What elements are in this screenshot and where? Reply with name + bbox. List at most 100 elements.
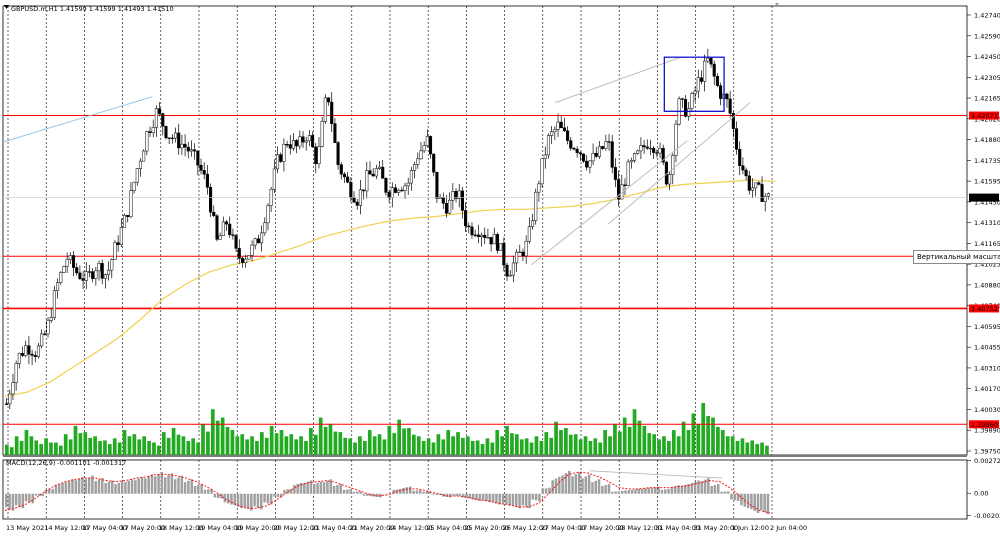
- macd-histogram-bar: [614, 491, 617, 494]
- macd-histogram-bar: [21, 493, 25, 509]
- macd-histogram-bar: [664, 489, 667, 494]
- scroll-marker-icon: [775, 3, 779, 6]
- volume-bar: [701, 403, 706, 455]
- macd-histogram-bar: [491, 493, 495, 503]
- trend-line-blue: [2, 96, 153, 143]
- macd-histogram-bar: [634, 489, 637, 494]
- candle-body: [518, 251, 522, 254]
- candle-body: [527, 226, 531, 242]
- volume-bar: [264, 437, 269, 455]
- volume-bar: [730, 436, 735, 455]
- volume-bar: [260, 432, 264, 455]
- candle-body: [209, 187, 213, 213]
- macd-histogram-bar: [660, 489, 664, 494]
- level-price-label: 1.42071: [971, 112, 998, 120]
- macd-histogram-bar: [627, 490, 631, 494]
- volume-bar: [671, 430, 676, 455]
- volume-bar: [152, 442, 156, 455]
- time-axis-label: 27 May 04:00: [541, 524, 586, 532]
- volume-bar: [750, 440, 755, 455]
- macd-histogram-bar: [418, 490, 422, 494]
- time-axis-label: 28 May 12:00: [617, 524, 662, 532]
- macd-histogram-bar: [587, 474, 591, 494]
- candle-body: [71, 255, 76, 268]
- volume-bar: [279, 430, 284, 455]
- candle-body: [75, 267, 79, 274]
- volume-bar: [632, 409, 637, 455]
- macd-histogram-bar: [475, 493, 478, 501]
- macd-histogram-bar: [730, 493, 733, 500]
- candle-body: [20, 353, 25, 356]
- candle-body: [696, 77, 700, 92]
- candle-body: [566, 130, 570, 141]
- price-axis-label: 1.40030: [974, 406, 1000, 414]
- candle-body: [610, 141, 614, 168]
- macd-histogram-bar: [223, 493, 227, 503]
- price-axis-label: 1.39750: [974, 448, 1000, 456]
- candle-body: [193, 149, 197, 152]
- candle-body: [467, 225, 471, 228]
- candle-body: [81, 278, 85, 281]
- macd-histogram-bar: [687, 484, 690, 494]
- candle-body: [119, 227, 123, 245]
- macd-histogram-bar: [518, 493, 521, 509]
- time-axis-label: 1 Jun 12:00: [732, 524, 769, 532]
- macd-histogram-bar: [594, 480, 597, 494]
- macd-histogram-bar: [54, 485, 58, 494]
- macd-histogram-bar: [498, 493, 501, 505]
- candle-body: [652, 147, 656, 153]
- macd-histogram-bar: [114, 484, 117, 494]
- time-axis-label: 19 May 04:00: [197, 524, 242, 532]
- macd-histogram-bar: [422, 491, 425, 494]
- candle-body: [215, 215, 219, 240]
- volume-bar: [14, 436, 19, 455]
- candle-body: [97, 263, 101, 272]
- time-axis-label: 24 May 12:00: [388, 524, 433, 532]
- macd-histogram-bar: [187, 480, 190, 494]
- volume-bar: [490, 442, 495, 455]
- pane-separator: [3, 455, 967, 457]
- macd-histogram-bar: [253, 493, 256, 507]
- macd-histogram-bar: [312, 484, 316, 494]
- candle-body: [715, 75, 719, 86]
- current-price-label: 1.41510: [971, 194, 998, 202]
- volume-bar: [564, 427, 568, 455]
- macd-histogram-bar: [471, 493, 475, 500]
- volume-bar: [716, 426, 720, 455]
- candle-body: [719, 85, 723, 99]
- candle-body: [734, 128, 739, 150]
- macd-axis-label: 0.002724: [974, 457, 1000, 465]
- macd-histogram-bar: [515, 493, 518, 507]
- macd-pane: [2, 459, 968, 520]
- volume-bar: [88, 437, 93, 455]
- macd-histogram-bar: [644, 488, 647, 494]
- macd-histogram-bar: [365, 493, 369, 496]
- candle-body: [550, 131, 554, 136]
- volume-bar: [269, 425, 274, 455]
- candle-body: [221, 221, 225, 237]
- candle-body: [671, 155, 675, 175]
- candle-body: [668, 174, 672, 185]
- volume-bar: [191, 438, 196, 455]
- macd-histogram-bar: [276, 493, 280, 497]
- candle-body: [62, 266, 66, 273]
- candle-body: [706, 57, 710, 62]
- macd-histogram-bar: [170, 473, 174, 494]
- macd-histogram-bar: [283, 489, 286, 494]
- candle-body: [5, 403, 9, 405]
- price-axis-label: 1.40310: [974, 364, 1000, 372]
- volume-bar: [166, 437, 171, 455]
- time-axis-label: 2 Jun 04:00: [770, 524, 807, 532]
- macd-histogram-bar: [273, 493, 276, 497]
- volume-bar: [681, 421, 686, 455]
- volume-bar: [573, 434, 578, 455]
- candle-body: [256, 238, 260, 244]
- volume-bar: [495, 430, 500, 455]
- macd-histogram-bar: [120, 481, 124, 494]
- macd-divergence-line: [589, 470, 723, 479]
- candle-body: [553, 129, 557, 133]
- macd-histogram-bar: [41, 493, 44, 497]
- macd-histogram-bar: [349, 488, 352, 494]
